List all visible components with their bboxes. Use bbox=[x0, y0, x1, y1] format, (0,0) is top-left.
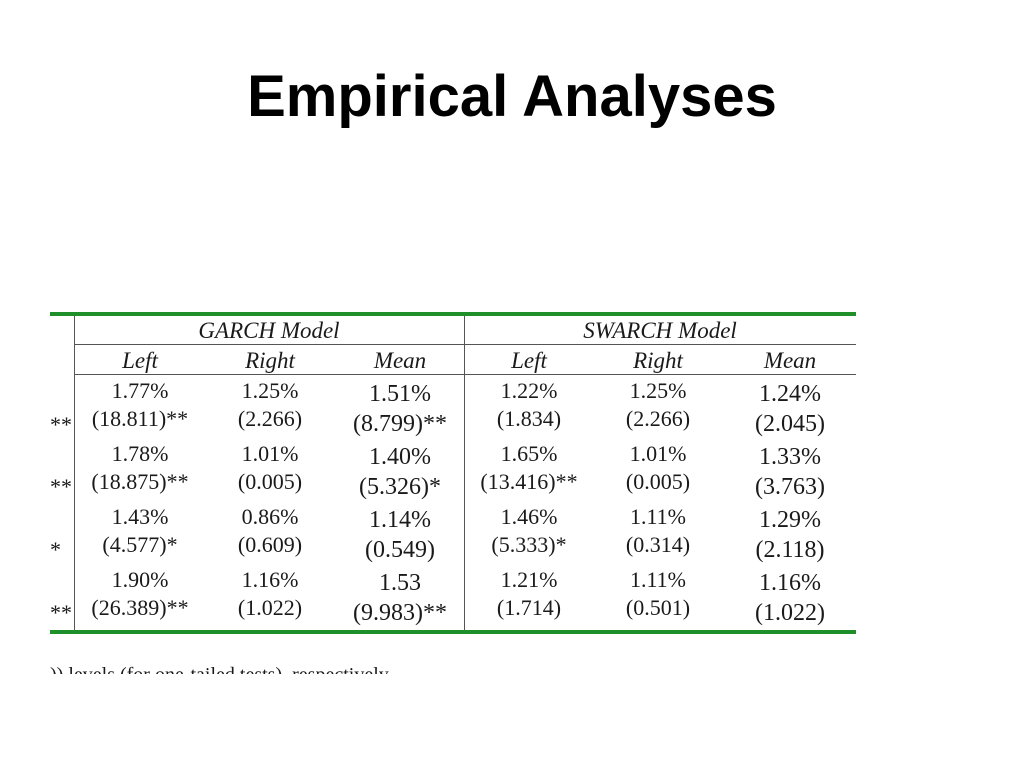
row-stub: ** bbox=[50, 474, 72, 499]
table-footnote: )) levels (for one-tailed tests), respec… bbox=[50, 664, 856, 674]
table-cell: 1.51% bbox=[369, 381, 431, 407]
group-header-rule bbox=[74, 344, 856, 345]
row-stub: ** bbox=[50, 412, 72, 437]
table-cell: 1.77% bbox=[111, 378, 169, 403]
results-table: GARCH Model SWARCH Model Left Right Mean… bbox=[50, 312, 856, 674]
column-header-swarch-left: Left bbox=[511, 348, 547, 373]
table-cell: 1.16% bbox=[759, 570, 821, 596]
table-cell: 1.29% bbox=[759, 507, 821, 533]
group-header-garch: GARCH Model bbox=[198, 318, 340, 343]
table-cell: (8.799)** bbox=[353, 411, 447, 437]
table-cell: 1.53 bbox=[379, 570, 421, 596]
table-cell: (26.389)** bbox=[91, 595, 189, 620]
group-header-swarch: SWARCH Model bbox=[583, 318, 737, 343]
table-cell: (2.118) bbox=[755, 537, 825, 563]
column-header-garch-mean: Mean bbox=[373, 348, 427, 373]
table-cell: 1.33% bbox=[759, 444, 821, 470]
table-cell: 1.01% bbox=[241, 441, 299, 466]
table-cell: 1.11% bbox=[629, 567, 686, 592]
table-cell: (0.501) bbox=[625, 595, 691, 620]
column-header-swarch-mean: Mean bbox=[763, 348, 817, 373]
table-cell: 1.90% bbox=[111, 567, 169, 592]
table-cell: (2.266) bbox=[625, 406, 691, 431]
table-bottom-rule bbox=[50, 630, 856, 634]
table-cell: (5.333)* bbox=[491, 532, 567, 557]
table-cell: (13.416)** bbox=[480, 469, 578, 494]
table-top-rule bbox=[50, 312, 856, 316]
table-cell: (2.045) bbox=[755, 411, 825, 437]
table-cell: 1.21% bbox=[500, 567, 558, 592]
table-cell: 1.43% bbox=[111, 504, 169, 529]
table-cell: (3.763) bbox=[755, 474, 825, 500]
table-cell: 1.11% bbox=[629, 504, 686, 529]
table-cell: (5.326)* bbox=[359, 474, 441, 500]
table-cell: (18.811)** bbox=[91, 406, 189, 431]
table-cell: (1.022) bbox=[755, 600, 825, 626]
table-cell: 0.86% bbox=[241, 504, 299, 529]
table-cell: 1.22% bbox=[500, 378, 558, 403]
table-cell: (18.875)** bbox=[91, 469, 189, 494]
table-cell: (1.022) bbox=[237, 595, 303, 620]
table-cell: (1.834) bbox=[496, 406, 562, 431]
group-divider-line bbox=[464, 316, 465, 630]
column-header-rule bbox=[74, 374, 856, 375]
column-header-swarch-right: Right bbox=[633, 348, 683, 373]
table-cell: (4.577)* bbox=[102, 532, 178, 557]
table-cell: 1.01% bbox=[629, 441, 687, 466]
table-cell: 1.46% bbox=[500, 504, 558, 529]
table-cell: (0.005) bbox=[237, 469, 303, 494]
table-cell: 1.78% bbox=[111, 441, 169, 466]
stub-divider-line bbox=[74, 316, 75, 630]
row-stub: ** bbox=[50, 600, 72, 625]
table-cell: (0.609) bbox=[237, 532, 303, 557]
table-cell: (1.714) bbox=[496, 595, 562, 620]
table-cell: 1.40% bbox=[369, 444, 431, 470]
table-cell: (0.314) bbox=[625, 532, 691, 557]
table-cell: 1.16% bbox=[241, 567, 299, 592]
table-cell: (0.549) bbox=[365, 537, 435, 563]
slide-title: Empirical Analyses bbox=[247, 64, 777, 129]
table-cell: 1.25% bbox=[629, 378, 687, 403]
table-cell: 1.65% bbox=[500, 441, 558, 466]
table-cell: (2.266) bbox=[237, 406, 303, 431]
table-cell: 1.14% bbox=[369, 507, 431, 533]
table-cell: (0.005) bbox=[625, 469, 691, 494]
column-header-garch-right: Right bbox=[245, 348, 295, 373]
table-cell: 1.25% bbox=[241, 378, 299, 403]
column-header-garch-left: Left bbox=[122, 348, 158, 373]
table-cell: (9.983)** bbox=[353, 600, 447, 626]
row-stub: * bbox=[50, 537, 61, 562]
table-cell: 1.24% bbox=[759, 381, 821, 407]
